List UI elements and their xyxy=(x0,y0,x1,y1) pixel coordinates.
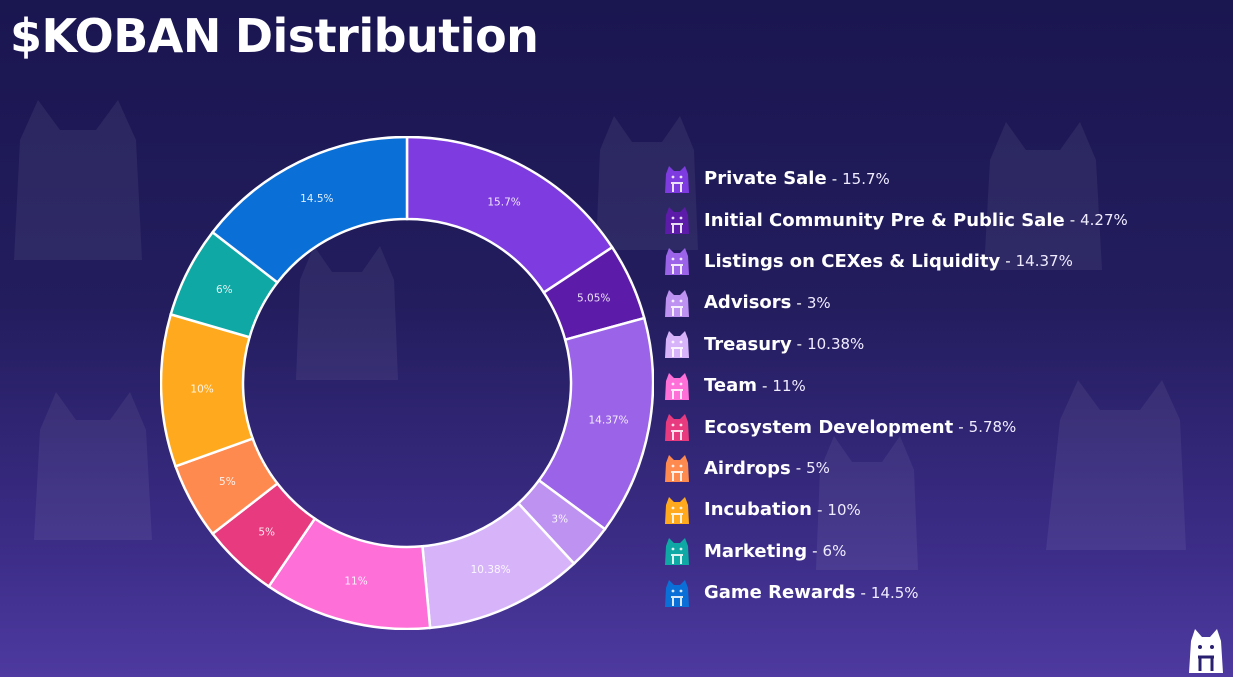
slice-label-4: 10.38% xyxy=(471,564,511,576)
legend-label: Game Rewards xyxy=(704,582,856,604)
legend-value: 5% xyxy=(806,459,830,478)
legend-value: 5.78% xyxy=(968,418,1017,437)
cat-icon xyxy=(665,248,689,276)
slice-label-5: 11% xyxy=(344,576,367,588)
legend-separator: - xyxy=(796,293,802,312)
cat-icon xyxy=(665,496,689,524)
legend-value: 14.37% xyxy=(1015,252,1073,271)
legend-label: Advisors xyxy=(704,292,792,314)
cat-icon xyxy=(665,414,689,442)
legend-label: Marketing xyxy=(704,540,808,562)
legend-value: 14.5% xyxy=(870,583,919,602)
legend-separator: - xyxy=(958,418,964,437)
legend-separator: - xyxy=(795,459,802,478)
cat-icon xyxy=(665,372,689,400)
slice-label-0: 15.7% xyxy=(487,196,520,208)
legend-separator: - xyxy=(1069,211,1076,230)
donut-chart: 15.7% 5.05% 14.37% 3% 10.38% 11% 5% 5% 10% 6% 14.5… xyxy=(160,136,654,630)
legend-item-9: Marketing -6% xyxy=(662,531,1128,572)
legend-separator: - xyxy=(762,376,768,395)
legend-label: Treasury xyxy=(704,333,792,355)
slice-label-2: 14.37% xyxy=(589,415,629,427)
legend-value: 6% xyxy=(822,542,847,561)
legend-value: 3% xyxy=(806,293,831,312)
legend-item-2: Listings on CEXes & Liquidity -14.37% xyxy=(662,241,1128,282)
donut-slice-10 xyxy=(210,136,409,285)
legend-item-8: Incubation -10% xyxy=(662,489,1128,530)
legend-item-10: Game Rewards -14.5% xyxy=(662,572,1128,613)
legend-label: Initial Community Pre & Public Sale xyxy=(704,209,1065,231)
slice-label-9: 6% xyxy=(216,284,233,296)
legend-item-3: Advisors -3% xyxy=(662,282,1128,323)
cat-icon xyxy=(665,289,689,317)
cat-icon xyxy=(665,579,689,607)
cat-logo-icon xyxy=(1189,629,1223,673)
legend-item-0: Private Sale -15.7% xyxy=(662,158,1128,199)
legend-separator: - xyxy=(1005,252,1011,271)
legend-label: Listings on CEXes & Liquidity xyxy=(704,250,1001,272)
title-word: Distribution xyxy=(234,9,539,63)
legend-label: Team xyxy=(704,375,757,397)
cat-icon xyxy=(665,455,689,483)
slice-label-6: 5% xyxy=(258,526,275,538)
legend-value: 4.27% xyxy=(1080,211,1128,230)
legend-item-5: Team -11% xyxy=(662,365,1128,406)
chart-legend: Private Sale -15.7% Initial Community Pre … xyxy=(662,158,1128,613)
legend-value: 11% xyxy=(772,376,806,395)
cat-icon xyxy=(665,331,689,359)
legend-item-7: Airdrops -5% xyxy=(662,448,1128,489)
legend-value: 15.7% xyxy=(842,169,890,188)
cat-icon xyxy=(665,538,689,566)
slice-label-1: 5.05% xyxy=(577,292,610,304)
slice-label-3: 3% xyxy=(551,514,568,526)
legend-label: Ecosystem Development xyxy=(704,416,954,438)
legend-item-6: Ecosystem Development -5.78% xyxy=(662,406,1128,447)
cat-icon xyxy=(665,207,689,235)
legend-item-4: Treasury -10.38% xyxy=(662,324,1128,365)
legend-separator: - xyxy=(816,500,823,519)
legend-separator: - xyxy=(860,583,866,602)
legend-label: Airdrops xyxy=(704,457,791,479)
slice-label-7: 5% xyxy=(219,476,236,488)
legend-item-1: Initial Community Pre & Public Sale -4.27… xyxy=(662,199,1128,240)
slice-label-8: 10% xyxy=(190,383,213,395)
slice-label-10: 14.5% xyxy=(300,193,333,205)
page-title: $KOBAN Distribution xyxy=(10,9,539,63)
legend-value: 10% xyxy=(827,500,861,519)
legend-label: Private Sale xyxy=(704,168,827,190)
legend-separator: - xyxy=(831,169,838,188)
legend-separator: - xyxy=(812,542,818,561)
legend-label: Incubation xyxy=(704,499,812,521)
legend-value: 10.38% xyxy=(807,335,865,354)
legend-separator: - xyxy=(796,335,803,354)
cat-icon xyxy=(665,165,689,193)
title-brand: $KOBAN xyxy=(10,9,221,63)
